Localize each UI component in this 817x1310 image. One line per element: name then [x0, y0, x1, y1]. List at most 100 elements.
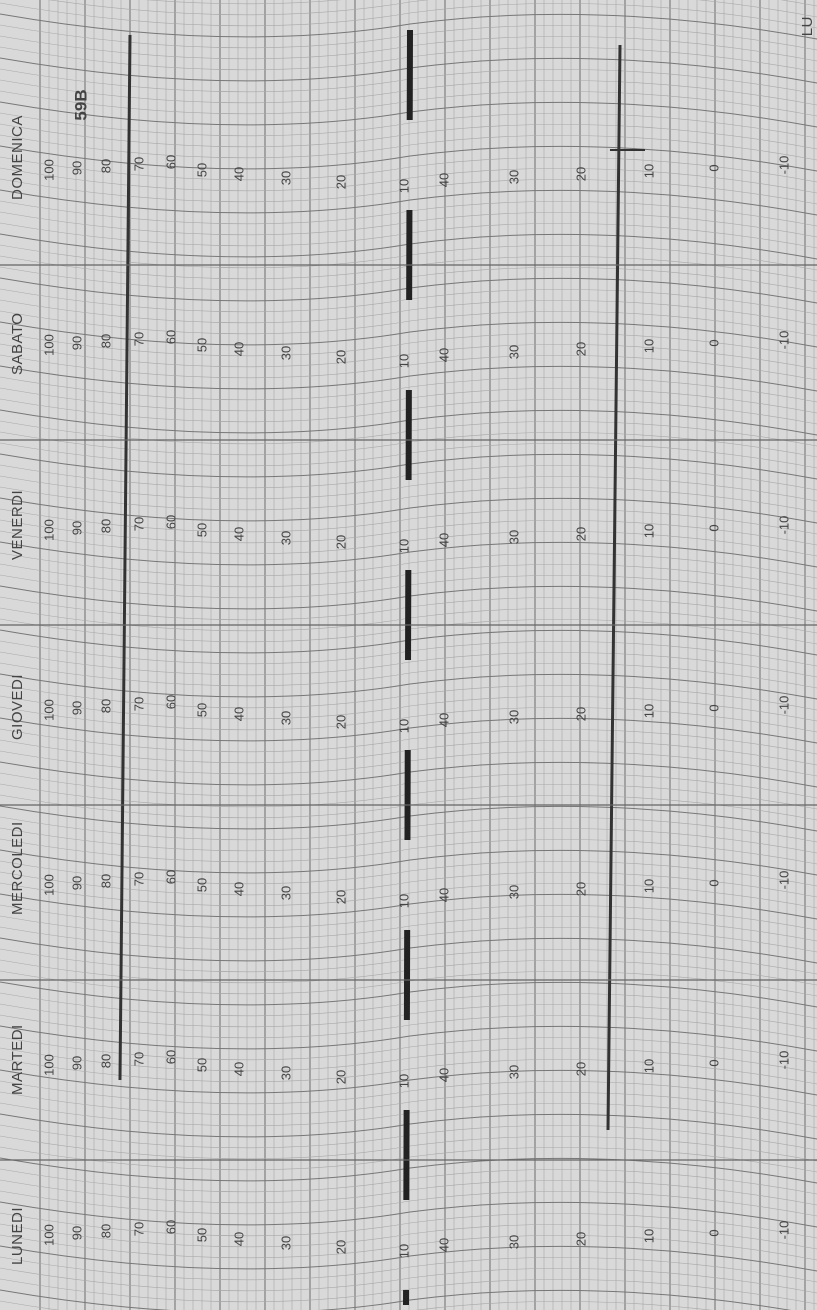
temperature-scale-label: -10: [776, 1221, 791, 1240]
temperature-scale-label: 30: [506, 885, 521, 899]
day-label: DOMENICA: [9, 115, 26, 200]
humidity-scale-label: 100: [41, 1054, 56, 1076]
humidity-scale-label: 20: [333, 1070, 348, 1084]
temperature-scale-label: 30: [506, 710, 521, 724]
humidity-scale-label: 50: [194, 1228, 209, 1242]
humidity-scale-label: 60: [163, 515, 178, 529]
humidity-scale-label: 90: [69, 1056, 84, 1070]
humidity-scale-label: 20: [333, 350, 348, 364]
humidity-scale-label: 80: [98, 519, 113, 533]
humidity-scale-label: 20: [333, 715, 348, 729]
temperature-scale-label: 0: [706, 704, 721, 711]
humidity-scale-label: 60: [163, 155, 178, 169]
temperature-scale-label: 30: [506, 345, 521, 359]
humidity-scale-label: 10: [396, 179, 411, 193]
humidity-scale-label: 90: [69, 336, 84, 350]
humidity-scale-label: 50: [194, 338, 209, 352]
day-label: VENERDI: [9, 490, 26, 560]
humidity-scale-label: 70: [131, 872, 146, 886]
humidity-scale-label: 10: [396, 1244, 411, 1258]
humidity-scale-label: 50: [194, 1058, 209, 1072]
temperature-scale-label: 30: [506, 1065, 521, 1079]
temperature-scale-label: 0: [706, 164, 721, 171]
humidity-scale-label: 30: [278, 711, 293, 725]
temperature-scale-label: 20: [573, 1232, 588, 1246]
humidity-scale-label: 90: [69, 161, 84, 175]
temperature-scale-label: 20: [573, 1062, 588, 1076]
humidity-scale-label: 40: [231, 882, 246, 896]
temperature-scale-label: 20: [573, 167, 588, 181]
temperature-scale-label: 30: [506, 1235, 521, 1249]
temperature-scale-label: 0: [706, 339, 721, 346]
day-label: MERCOLEDI: [9, 821, 26, 915]
humidity-scale-label: 100: [41, 1224, 56, 1246]
humidity-scale-label: 50: [194, 703, 209, 717]
temperature-scale-label: 30: [506, 530, 521, 544]
chart-sheet: LU 59B DOMENICA1009080706050403020104030…: [0, 0, 817, 1310]
humidity-scale-label: 60: [163, 870, 178, 884]
humidity-scale-label: 70: [131, 517, 146, 531]
temperature-scale-label: 10: [641, 704, 656, 718]
humidity-scale-label: 80: [98, 159, 113, 173]
page: LU 59B DOMENICA1009080706050403020104030…: [0, 0, 817, 1310]
chart-code: 59B: [71, 89, 90, 120]
temperature-scale-label: 0: [706, 1059, 721, 1066]
humidity-scale-label: 60: [163, 330, 178, 344]
humidity-scale-label: 90: [69, 521, 84, 535]
humidity-scale-label: 70: [131, 1052, 146, 1066]
temperature-scale-label: 20: [573, 707, 588, 721]
humidity-scale-label: 30: [278, 1236, 293, 1250]
humidity-scale-label: 40: [231, 1232, 246, 1246]
humidity-scale-label: 40: [231, 167, 246, 181]
temperature-scale-label: 10: [641, 164, 656, 178]
temperature-scale-label: 20: [573, 342, 588, 356]
temperature-scale-label: -10: [776, 331, 791, 350]
humidity-scale-label: 60: [163, 1220, 178, 1234]
humidity-scale-label: 40: [231, 527, 246, 541]
humidity-scale-label: 80: [98, 334, 113, 348]
temperature-scale-label: 40: [436, 1238, 451, 1252]
humidity-scale-label: 80: [98, 874, 113, 888]
temperature-scale-label: 10: [641, 1059, 656, 1073]
temperature-scale-label: -10: [776, 696, 791, 715]
humidity-scale-label: 40: [231, 1062, 246, 1076]
humidity-scale-label: 20: [333, 175, 348, 189]
humidity-scale-label: 20: [333, 535, 348, 549]
humidity-scale-label: 40: [231, 707, 246, 721]
temperature-scale-label: 20: [573, 527, 588, 541]
humidity-scale-label: 60: [163, 1050, 178, 1064]
humidity-scale-label: 10: [396, 539, 411, 553]
temperature-scale-label: 0: [706, 879, 721, 886]
humidity-scale-label: 30: [278, 531, 293, 545]
humidity-scale-label: 60: [163, 695, 178, 709]
temperature-scale-label: -10: [776, 156, 791, 175]
humidity-scale-label: 100: [41, 159, 56, 181]
humidity-scale-label: 50: [194, 163, 209, 177]
humidity-scale-label: 10: [396, 1074, 411, 1088]
humidity-scale-label: 30: [278, 886, 293, 900]
temperature-scale-label: -10: [776, 871, 791, 890]
humidity-scale-label: 70: [131, 1222, 146, 1236]
day-label: SABATO: [9, 313, 26, 375]
humidity-scale-label: 80: [98, 699, 113, 713]
humidity-scale-label: 100: [41, 874, 56, 896]
humidity-scale-label: 30: [278, 1066, 293, 1080]
temperature-scale-label: 10: [641, 524, 656, 538]
humidity-scale-label: 80: [98, 1224, 113, 1238]
temperature-scale-label: 40: [436, 173, 451, 187]
day-label: LUNEDI: [9, 1207, 26, 1265]
temperature-scale-label: 40: [436, 1068, 451, 1082]
humidity-scale-label: 90: [69, 1226, 84, 1240]
humidity-scale-label: 100: [41, 519, 56, 541]
temperature-scale-label: -10: [776, 1051, 791, 1070]
humidity-scale-label: 100: [41, 334, 56, 356]
humidity-scale-label: 10: [396, 719, 411, 733]
temperature-scale-label: 10: [641, 879, 656, 893]
temperature-scale-label: 10: [641, 339, 656, 353]
humidity-scale-label: 80: [98, 1054, 113, 1068]
humidity-scale-label: 50: [194, 878, 209, 892]
humidity-scale-label: 10: [396, 894, 411, 908]
humidity-scale-label: 20: [333, 890, 348, 904]
humidity-scale-label: 20: [333, 1240, 348, 1254]
temperature-scale-label: 40: [436, 348, 451, 362]
